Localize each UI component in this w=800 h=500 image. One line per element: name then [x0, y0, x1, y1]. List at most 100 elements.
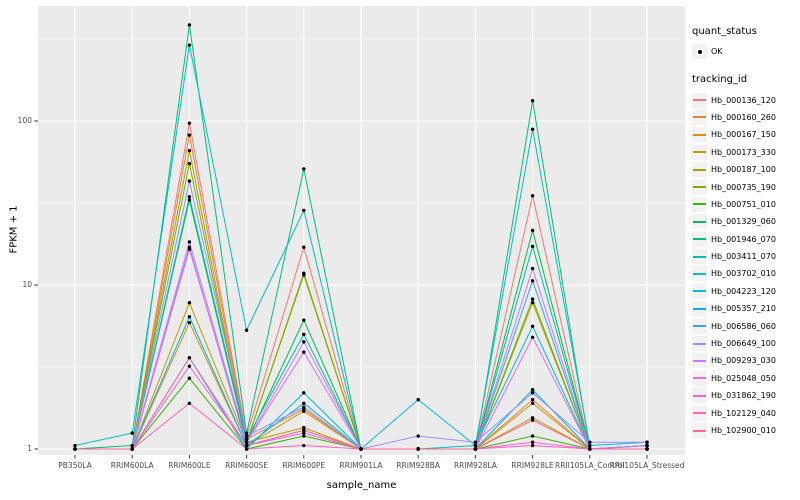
- legend: quant_status OK tracking_id Hb_000136_12…: [692, 26, 798, 453]
- y-tick-label: 1: [27, 444, 32, 453]
- data-point: [302, 208, 306, 213]
- data-point: [130, 447, 134, 451]
- line-key-icon: [692, 370, 707, 386]
- data-point: [244, 434, 249, 438]
- data-point: [530, 335, 535, 339]
- legend-item-label: Hb_025048_050: [711, 373, 776, 383]
- data-point: [530, 324, 535, 328]
- data-point: [588, 447, 592, 451]
- line-key-icon: [692, 179, 707, 195]
- data-point: [244, 447, 249, 451]
- legend-item-label: Hb_102129_040: [711, 408, 776, 418]
- y-tick-label: 100: [17, 116, 32, 125]
- legend-item: Hb_003702_010: [692, 265, 798, 282]
- data-point: [302, 350, 306, 354]
- data-point: [187, 315, 192, 319]
- legend-item-label: Hb_102900_010: [711, 426, 776, 435]
- line-key-icon: [692, 196, 707, 212]
- line-key-icon: [692, 92, 707, 108]
- legend-item: Hb_000751_010: [692, 196, 798, 213]
- legend-item: Hb_006649_100: [692, 335, 798, 352]
- line-key-icon: [692, 301, 707, 317]
- line-key-icon: [692, 405, 707, 421]
- data-point: [302, 431, 306, 435]
- data-point: [530, 391, 535, 395]
- legend-item-label: Hb_031862_190: [711, 391, 776, 401]
- data-point: [302, 271, 306, 275]
- data-point: [473, 440, 478, 444]
- legend-item: Hb_009293_030: [692, 352, 798, 369]
- x-tick-label: RRII105LA_Stressed: [609, 461, 685, 470]
- data-point: [302, 332, 306, 337]
- legend-item-label: Hb_000160_260: [711, 112, 776, 122]
- data-point: [530, 418, 535, 422]
- y-tick-label: 10: [22, 280, 32, 289]
- legend-item-label: Hb_003411_070: [711, 252, 776, 262]
- data-point: [187, 300, 192, 305]
- data-point: [530, 300, 535, 305]
- data-point: [530, 244, 535, 249]
- x-tick-label: RRIM600LE: [168, 461, 211, 470]
- line-key-icon: [692, 423, 707, 438]
- data-point: [645, 440, 649, 444]
- data-point: [73, 447, 77, 451]
- data-point: [187, 401, 192, 405]
- data-point: [244, 437, 249, 441]
- legend-quant-status: quant_status OK: [692, 26, 798, 60]
- data-point: [302, 391, 306, 395]
- data-point: [416, 397, 420, 402]
- data-point: [530, 228, 535, 233]
- line-key-icon: [692, 266, 707, 282]
- x-axis-title: sample_name: [326, 480, 397, 491]
- data-point: [244, 443, 249, 448]
- point-key-icon: [692, 44, 707, 60]
- legend-title-tracking-id: tracking_id: [692, 74, 748, 86]
- line-key-icon: [692, 249, 707, 265]
- x-tick-label: RRIM901LA: [339, 461, 383, 470]
- data-point: [588, 443, 592, 448]
- data-point: [588, 440, 592, 444]
- data-point: [530, 98, 535, 103]
- data-point: [645, 447, 649, 451]
- legend-item: Hb_000136_120: [692, 91, 798, 108]
- line-key-icon: [692, 127, 707, 143]
- legend-item-label: Hb_009293_030: [711, 356, 776, 366]
- data-point: [530, 297, 535, 301]
- data-point: [530, 397, 535, 402]
- data-point: [302, 425, 306, 430]
- legend-item-label: OK: [711, 47, 723, 57]
- data-point: [416, 447, 420, 451]
- data-point: [302, 428, 306, 433]
- legend-item: Hb_005357_210: [692, 300, 798, 317]
- legend-item-label: Hb_006649_100: [711, 339, 776, 349]
- legend-item-label: Hb_000187_100: [711, 165, 776, 175]
- data-point: [530, 401, 535, 405]
- data-point: [187, 247, 192, 252]
- data-point: [187, 179, 192, 183]
- legend-item: Hb_004223_120: [692, 283, 798, 300]
- data-point: [187, 320, 192, 325]
- legend-tracking-id: tracking_id Hb_000136_120 Hb_000160_260 Hb…: [692, 74, 798, 439]
- legend-item-label: Hb_001329_060: [711, 217, 776, 227]
- data-point: [130, 443, 134, 448]
- data-point: [244, 431, 249, 435]
- data-point: [130, 431, 134, 435]
- data-point: [302, 434, 306, 438]
- legend-item-label: Hb_000735_190: [711, 182, 776, 192]
- data-point: [416, 434, 420, 438]
- legend-item: Hb_003411_070: [692, 248, 798, 265]
- x-tick-label: PB350LA: [58, 461, 92, 470]
- data-point: [187, 148, 192, 153]
- line-key-icon: [692, 162, 707, 178]
- legend-item-label: Hb_000173_330: [711, 147, 776, 157]
- data-point: [73, 443, 77, 448]
- data-point: [302, 409, 306, 413]
- legend-item-label: Hb_005357_210: [711, 304, 776, 314]
- legend-item-label: Hb_004223_120: [711, 286, 776, 296]
- line-key-icon: [692, 318, 707, 334]
- data-point: [302, 167, 306, 171]
- legend-item: Hb_102129_040: [692, 404, 798, 421]
- x-tick-label: RRIM600SE: [225, 461, 269, 470]
